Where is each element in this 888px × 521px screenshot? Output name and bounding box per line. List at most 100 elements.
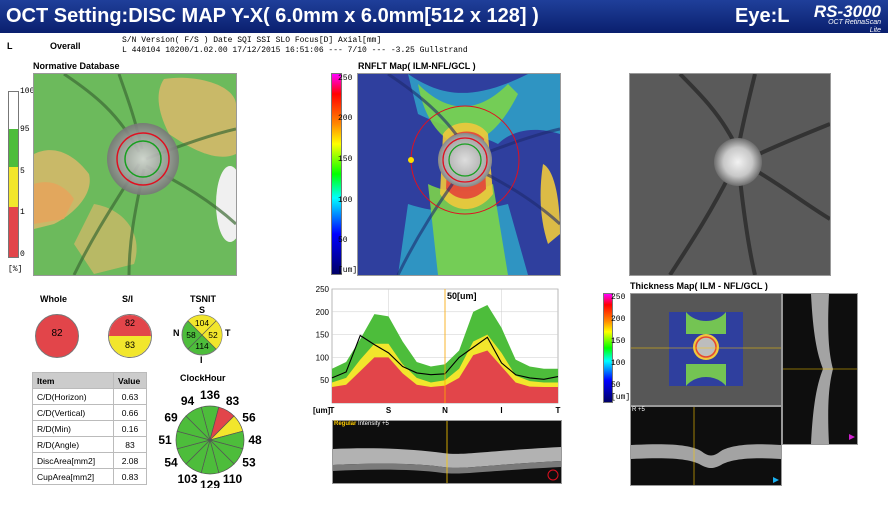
clock-hour-value: 51 <box>158 433 172 447</box>
chart-area-band <box>332 350 558 403</box>
si-label: S/I <box>122 294 134 304</box>
thickness-tick-250: 250 <box>611 293 626 302</box>
tsnit-letter-n: N <box>173 328 180 338</box>
x-tick-label: N <box>442 406 448 415</box>
rscan-label: R +5 <box>632 407 645 413</box>
tsnit-letter-t: T <box>225 328 231 338</box>
row-item: R/D(Angle) <box>32 436 114 453</box>
clock-hour-value: 110 <box>223 472 243 486</box>
normative-tick-1: 1 <box>20 208 25 217</box>
thickness-tick-50: 50 <box>611 381 621 390</box>
y-tick-label: 150 <box>316 331 330 340</box>
eye-letter: L <box>7 41 13 51</box>
clock-hour-value: 94 <box>181 394 195 408</box>
si-superior-value: 82 <box>124 318 135 328</box>
normative-scale-bar <box>8 91 19 258</box>
row-value: 83 <box>113 436 147 453</box>
thickness-unit: [um] <box>611 393 631 402</box>
clock-hour-value: 129 <box>200 478 220 488</box>
col-item: Item <box>32 372 114 389</box>
clock-hour-value: 83 <box>226 394 240 408</box>
vertical-bscan-image[interactable] <box>782 293 858 445</box>
rnflt-tick-50: 50 <box>338 236 348 245</box>
thickness-color-scale <box>603 293 613 403</box>
table-row: R/D(Min) 0.16 <box>32 420 147 437</box>
normative-tick-0: 0 <box>20 250 25 259</box>
row-value: 2.08 <box>113 452 147 469</box>
tsnit-t-value: 52 <box>208 330 218 340</box>
rnflt-map-image <box>358 74 560 275</box>
row-item: C/D(Vertical) <box>32 404 114 421</box>
row-value: 0.63 <box>113 388 147 405</box>
thickness-tick-100: 100 <box>611 359 626 368</box>
bscan-intensity: Intensity +5 <box>358 421 389 427</box>
table-row: CupArea[mm2] 0.83 <box>32 468 147 485</box>
thickness-tick-200: 200 <box>611 315 626 324</box>
info-value-row: L 440104 10200/1.02.00 17/12/2015 16:51:… <box>122 46 468 55</box>
rnflt-unit: [um] <box>338 266 358 275</box>
rnflt-color-scale <box>331 73 342 275</box>
clock-hour-value: 54 <box>164 456 178 470</box>
si-circle <box>108 314 152 358</box>
params-table-header: Item Value <box>32 372 147 389</box>
rnflt-tick-200: 200 <box>338 114 353 123</box>
fundus-image[interactable] <box>629 73 831 276</box>
horizontal-bscan-graphic <box>631 407 781 485</box>
params-table: Item Value C/D(Horizon) 0.63 C/D(Vertical… <box>32 372 147 485</box>
bscan-label: Regular Intensity +5 <box>334 421 389 427</box>
clock-hour-value: 56 <box>242 411 256 425</box>
horizontal-bscan-image[interactable] <box>630 406 782 486</box>
rnflt-map-label: RNFLT Map( ILM-NFL/GCL ) <box>358 61 476 71</box>
clock-hour-label: ClockHour <box>180 373 226 383</box>
rnflt-tick-100: 100 <box>338 196 353 205</box>
x-tick-label: S <box>386 406 392 415</box>
tsnit-n-value: 58 <box>186 330 196 340</box>
normative-tick-5: 5 <box>20 167 25 176</box>
clock-hour-value: 48 <box>248 433 262 447</box>
tsnit-profile-chart-container: 50 100 150 200 250 T S N I T [um] 50[um] <box>312 283 570 418</box>
chart-cursor-label: 50[um] <box>447 291 477 301</box>
si-inferior-value: 83 <box>124 340 135 350</box>
tsnit-circle-graphic <box>181 314 223 356</box>
whole-label: Whole <box>40 294 67 304</box>
table-row: DiscArea[mm2] 2.08 <box>32 452 147 469</box>
logo-sub: OCT RetinaScan <box>828 19 881 26</box>
title-bar <box>0 0 888 33</box>
row-item: CupArea[mm2] <box>32 468 114 485</box>
bscan-image[interactable] <box>332 420 562 484</box>
tsnit-letter-i: I <box>200 355 203 365</box>
thickness-map[interactable] <box>630 293 782 406</box>
col-value: Value <box>113 372 147 389</box>
rnflt-tick-150: 150 <box>338 155 353 164</box>
bscan-graphic <box>333 421 561 483</box>
logo-main: RS-3000 <box>813 2 881 21</box>
clock-hour-value: 136 <box>200 388 220 402</box>
x-tick-label: T <box>556 406 561 415</box>
page-title: OCT Setting:DISC MAP Y-X( 6.0mm x 6.0mm[… <box>6 5 539 27</box>
vertical-bscan-graphic <box>783 294 857 444</box>
x-tick-label: T <box>330 406 335 415</box>
y-tick-label: 200 <box>316 308 330 317</box>
row-value: 0.66 <box>113 404 147 421</box>
bscan-mode: Regular <box>334 421 357 427</box>
table-row: C/D(Vertical) 0.66 <box>32 404 147 421</box>
rnflt-map[interactable] <box>357 73 561 276</box>
whole-value: 82 <box>51 328 63 339</box>
row-item: C/D(Horizon) <box>32 388 114 405</box>
params-table-container: Item Value C/D(Horizon) 0.63 C/D(Vertical… <box>32 372 147 485</box>
y-tick-label: 100 <box>316 353 330 362</box>
tsnit-circle <box>181 314 223 356</box>
normative-tick-95: 95 <box>20 125 30 134</box>
normative-map-image <box>34 74 236 275</box>
rnflt-tick-250: 250 <box>338 74 353 83</box>
normative-map[interactable] <box>33 73 237 276</box>
device-logo: RS-3000 OCT RetinaScan Lite <box>803 2 881 34</box>
row-item: DiscArea[mm2] <box>32 452 114 469</box>
tsnit-label: TSNIT <box>190 294 216 304</box>
y-tick-label: 250 <box>316 285 330 294</box>
thickness-map-graphic <box>631 294 781 405</box>
tsnit-s-value: 104 <box>194 318 210 328</box>
fundus-image-graphic <box>630 74 830 275</box>
